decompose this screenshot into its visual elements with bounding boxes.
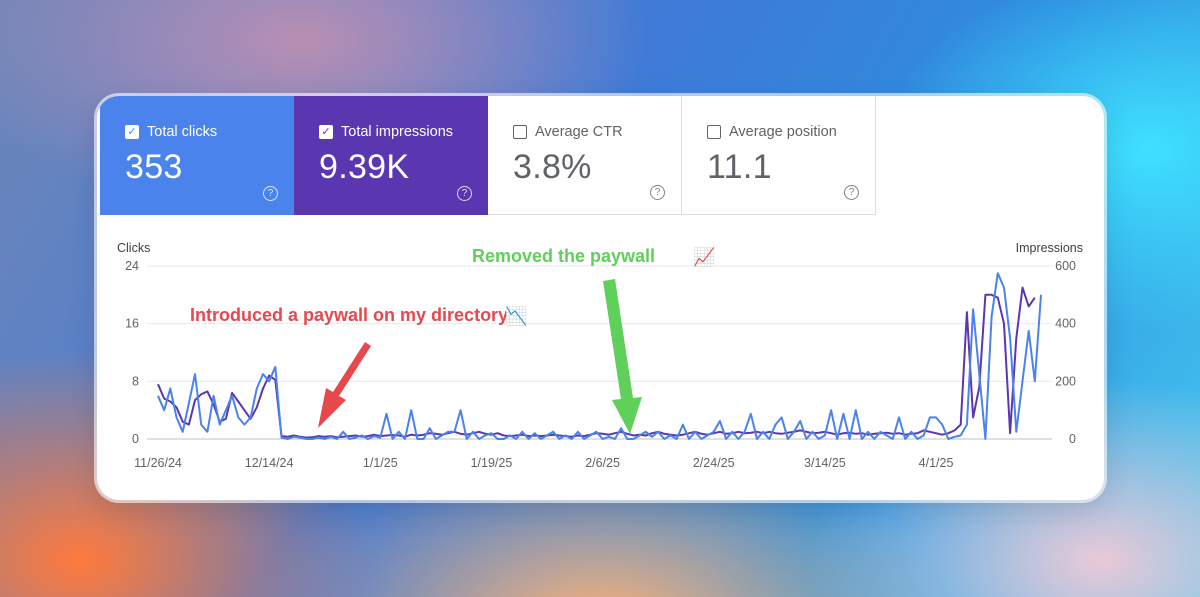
x-tick-label: 1/1/25 <box>363 456 398 470</box>
y-left-tick-label: 8 <box>132 374 139 388</box>
performance-card: ✓ Total clicks 353 ? ✓ Total impressions… <box>97 96 1104 500</box>
y-right-tick-label: 200 <box>1055 374 1076 388</box>
x-tick-label: 4/1/25 <box>919 456 954 470</box>
y-left-tick-label: 24 <box>125 259 139 273</box>
left-axis-title: Clicks <box>117 241 150 255</box>
red-arrow <box>318 342 371 428</box>
y-right-tick-label: 600 <box>1055 259 1076 273</box>
metric-value: 3.8% <box>513 148 592 186</box>
x-tick-label: 2/24/25 <box>693 456 735 470</box>
annotation-paywall-removed: Removed the paywall <box>472 246 655 266</box>
checkbox-icon[interactable] <box>707 125 721 139</box>
metric-label: Total clicks <box>147 124 218 140</box>
x-tick-label: 1/19/25 <box>471 456 513 470</box>
series-line-clicks <box>157 272 1042 440</box>
x-tick-label: 12/14/24 <box>245 456 294 470</box>
metric-tabs: ✓ Total clicks 353 ? ✓ Total impressions… <box>100 96 876 215</box>
metric-value: 11.1 <box>707 148 772 186</box>
right-axis-title: Impressions <box>1016 241 1083 255</box>
y-right-tick-label: 400 <box>1055 317 1076 331</box>
metric-value: 353 <box>125 148 183 186</box>
metric-value: 9.39K <box>319 148 410 186</box>
green-arrow <box>603 279 642 434</box>
y-right-tick-label: 0 <box>1069 432 1076 446</box>
annotation-paywall-introduced: Introduced a paywall on my directory <box>190 305 508 325</box>
metric-average-ctr[interactable]: Average CTR 3.8% ? <box>488 96 682 215</box>
metric-average-position[interactable]: Average position 11.1 ? <box>682 96 876 215</box>
x-tick-label: 2/6/25 <box>585 456 620 470</box>
checkbox-icon[interactable]: ✓ <box>319 125 333 139</box>
performance-chart: 0 0 8 200 16 400 24 600 11/26/24 12/14/24 1/1/25 1… <box>117 241 1083 470</box>
help-circle-icon[interactable]: ? <box>457 186 472 201</box>
chart-increasing-emoji: 📈 <box>693 246 715 267</box>
metric-label: Average CTR <box>535 124 623 140</box>
metric-label: Total impressions <box>341 124 454 140</box>
help-circle-icon[interactable]: ? <box>844 185 859 200</box>
chart-decreasing-emoji: 📉 <box>505 305 527 326</box>
metric-label: Average position <box>729 124 837 140</box>
checkbox-icon[interactable]: ✓ <box>125 125 139 139</box>
metric-total-clicks[interactable]: ✓ Total clicks 353 ? <box>100 96 294 215</box>
y-left-tick-label: 16 <box>125 317 139 331</box>
checkbox-icon[interactable] <box>513 125 527 139</box>
y-left-tick-label: 0 <box>132 432 139 446</box>
x-tick-label: 11/26/24 <box>134 456 182 470</box>
x-tick-label: 3/14/25 <box>804 456 846 470</box>
help-circle-icon[interactable]: ? <box>650 185 665 200</box>
metric-total-impressions[interactable]: ✓ Total impressions 9.39K ? <box>294 96 488 215</box>
help-circle-icon[interactable]: ? <box>263 186 278 201</box>
